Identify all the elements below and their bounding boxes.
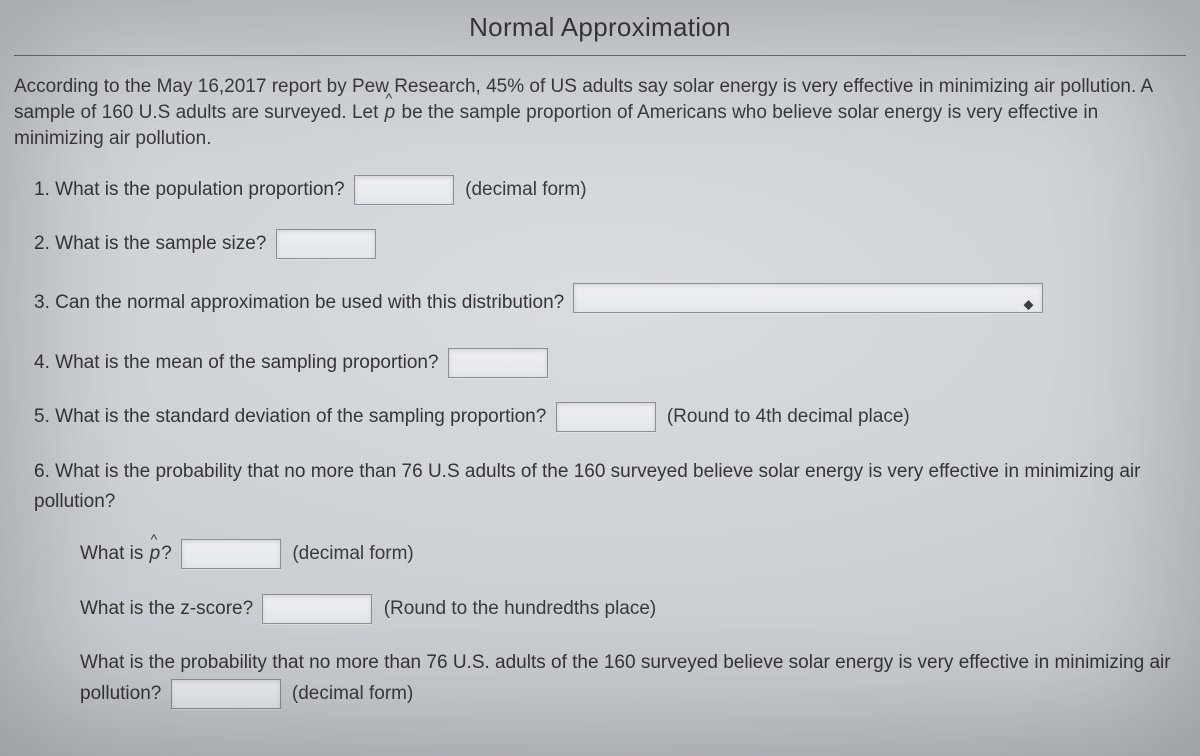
- q3-text: Can the normal approximation be used wit…: [55, 293, 564, 314]
- q3-select[interactable]: [573, 283, 1043, 313]
- q3-select-wrap[interactable]: ◆: [573, 283, 1043, 323]
- q5-number: 5.: [34, 406, 50, 427]
- question-1: 1. What is the population proportion? (d…: [34, 175, 1186, 205]
- question-list: 1. What is the population proportion? (d…: [14, 175, 1186, 709]
- q6b-label: What is the z-score?: [80, 598, 253, 619]
- title-divider: [14, 55, 1186, 56]
- q1-input[interactable]: [354, 175, 454, 205]
- question-6: 6. What is the probability that no more …: [34, 457, 1186, 709]
- q6-number: 6.: [34, 461, 50, 482]
- q6a-hint: (decimal form): [292, 543, 413, 564]
- q6-subquestions: What is p? (decimal form) What is the z-…: [80, 539, 1186, 709]
- q4-number: 4.: [34, 352, 50, 373]
- q5-text: What is the standard deviation of the sa…: [55, 406, 546, 427]
- q2-input[interactable]: [276, 229, 376, 259]
- q6a-input[interactable]: [181, 539, 281, 569]
- q1-hint: (decimal form): [465, 179, 586, 200]
- q6-sub-phat: What is p? (decimal form): [80, 539, 1186, 569]
- q6a-phat-symbol: p: [149, 539, 162, 569]
- q6-sub-zscore: What is the z-score? (Round to the hundr…: [80, 594, 1186, 624]
- q1-number: 1.: [34, 179, 50, 200]
- q6-text: What is the probability that no more tha…: [34, 461, 1140, 512]
- q5-hint: (Round to 4th decimal place): [667, 406, 910, 427]
- problem-intro: According to the May 16,2017 report by P…: [14, 74, 1186, 153]
- q5-input[interactable]: [556, 402, 656, 432]
- question-4: 4. What is the mean of the sampling prop…: [34, 348, 1186, 378]
- q6b-hint: (Round to the hundredths place): [384, 598, 657, 619]
- q6-sub-probability: What is the probability that no more tha…: [80, 648, 1186, 709]
- q4-text: What is the mean of the sampling proport…: [55, 352, 438, 373]
- q4-input[interactable]: [448, 348, 548, 378]
- q6c-hint: (decimal form): [292, 683, 413, 704]
- q3-number: 3.: [34, 293, 50, 314]
- p-hat-symbol: p: [384, 100, 397, 126]
- q6c-input[interactable]: [171, 679, 281, 709]
- q2-number: 2.: [34, 233, 50, 254]
- q6b-input[interactable]: [262, 594, 372, 624]
- q2-text: What is the sample size?: [55, 233, 266, 254]
- page-root: Normal Approximation According to the Ma…: [0, 0, 1200, 756]
- question-5: 5. What is the standard deviation of the…: [34, 402, 1186, 432]
- page-title: Normal Approximation: [14, 0, 1186, 55]
- q1-text: What is the population proportion?: [55, 179, 344, 200]
- q6a-pre: What is: [80, 543, 149, 564]
- q6a-post: ?: [161, 543, 172, 564]
- question-2: 2. What is the sample size?: [34, 229, 1186, 259]
- question-3: 3. Can the normal approximation be used …: [34, 283, 1186, 323]
